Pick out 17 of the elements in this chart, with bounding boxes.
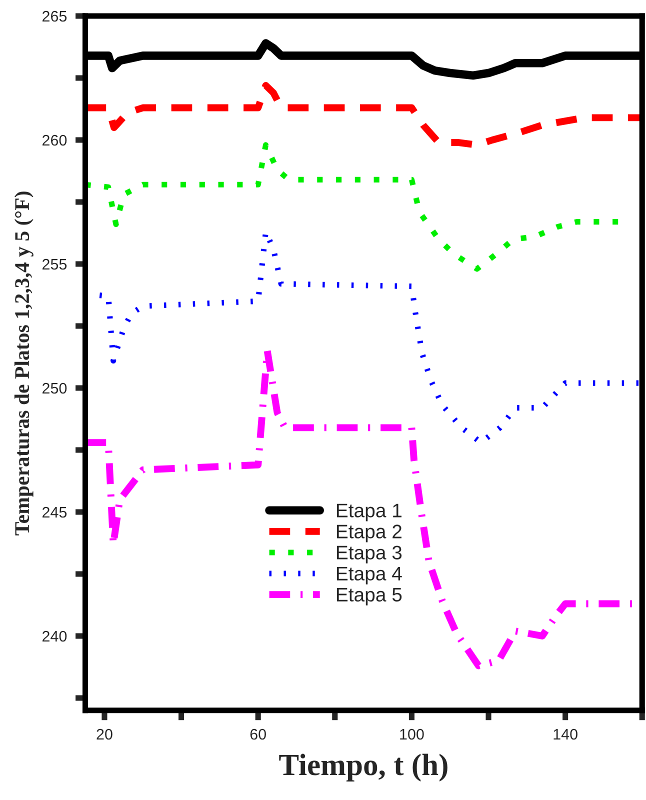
legend-label: Etapa 4 (336, 566, 402, 584)
y-tick-label: 245 (42, 506, 67, 518)
y-tick-label: 250 (42, 382, 67, 394)
x-tick-label: 60 (250, 728, 266, 740)
x-tick-label: 140 (554, 728, 578, 740)
legend-label: Etapa 2 (336, 524, 402, 542)
y-axis-title: Temperaturas de Platos 1,2,3,4 y 5 (°F) (14, 192, 34, 536)
x-axis-title: Tiempo, t (h) (279, 754, 448, 782)
legend-label: Etapa 5 (336, 588, 402, 606)
legend-label: Etapa 3 (336, 546, 402, 564)
y-tick-label: 265 (42, 10, 67, 22)
y-tick-label: 240 (42, 630, 67, 642)
x-tick-label: 20 (96, 728, 112, 740)
y-tick-label: 255 (42, 258, 67, 270)
y-tick-label: 260 (42, 134, 67, 146)
legend-label: Etapa 1 (336, 504, 402, 522)
x-tick-label: 100 (400, 728, 424, 740)
